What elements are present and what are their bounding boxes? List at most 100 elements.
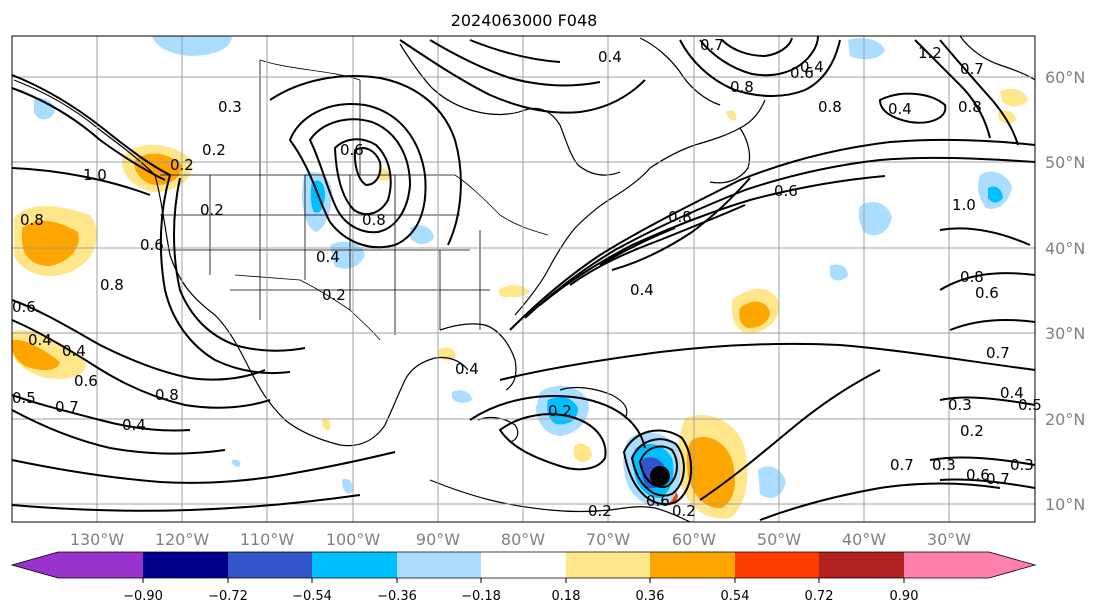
- contour-label: 0.2: [672, 502, 696, 520]
- contour-label: 0.6: [790, 64, 814, 82]
- contour-label: 0.7: [700, 36, 724, 54]
- contour-label: 0.6: [774, 182, 798, 200]
- longitude-axis: 130°W 120°W 110°W 100°W 90°W 80°W 70°W 6…: [70, 530, 971, 549]
- colorbar-tick-label: −0.72: [208, 589, 248, 604]
- positive-anomaly-patch: [574, 443, 592, 462]
- contour-label: 0.6: [12, 298, 36, 316]
- contour-label: 0.8: [155, 386, 179, 404]
- latitude-label: 50°N: [1045, 153, 1085, 172]
- longitude-label: 80°W: [501, 530, 545, 549]
- latitude-axis: 60°N 50°N 40°N 30°N 20°N 10°N: [1045, 68, 1085, 514]
- contour-label: 0.4: [455, 360, 479, 378]
- contour-label: 0.8: [818, 98, 842, 116]
- contour-label: 0.7: [960, 60, 984, 78]
- longitude-label: 90°W: [416, 530, 460, 549]
- longitude-label: 110°W: [240, 530, 295, 549]
- contour-label: 1.0: [83, 166, 107, 184]
- contour-label: 0.7: [890, 456, 914, 474]
- contour-label: 0.6: [74, 372, 98, 390]
- colorbar-segment: [904, 552, 1035, 578]
- colorbar-segment: [650, 552, 735, 578]
- contour-label: 0.8: [960, 268, 984, 286]
- contour-label: 1.2: [918, 44, 942, 62]
- longitude-label: 30°W: [927, 530, 971, 549]
- positive-anomaly-patch: [686, 436, 735, 509]
- negative-anomaly-patch: [988, 186, 1003, 203]
- negative-anomaly-patch: [452, 390, 472, 403]
- colorbar: −0.90 −0.72 −0.54 −0.36 −0.18 0.18 0.36 …: [10, 551, 1037, 604]
- negative-anomaly-patch: [410, 225, 434, 244]
- contour-label: 0.5: [1018, 396, 1042, 414]
- contour-label: 0.2: [588, 502, 612, 520]
- longitude-label: 60°W: [672, 530, 716, 549]
- anomaly-fill-layer: [12, 36, 1028, 519]
- negative-anomaly-patch: [232, 459, 241, 467]
- contour-label: 0.8: [668, 208, 692, 226]
- map-title: 2024063000 F048: [451, 11, 598, 30]
- colorbar-segment: [566, 552, 650, 578]
- latitude-label: 30°N: [1045, 324, 1085, 343]
- contour-label: 0.8: [362, 211, 386, 229]
- graticule: [12, 36, 1035, 522]
- contour-label: 0.2: [548, 402, 572, 420]
- coastline-layer: [13, 35, 1036, 523]
- colorbar-segment: [312, 552, 397, 578]
- contour-label: 0.2: [960, 422, 984, 440]
- positive-anomaly-patch: [498, 285, 530, 298]
- colorbar-outline: [10, 551, 1037, 579]
- contour-label: 0.7: [986, 470, 1010, 488]
- negative-anomaly-patch: [342, 478, 353, 494]
- longitude-label: 50°W: [757, 530, 801, 549]
- colorbar-segment: [397, 552, 481, 578]
- colorbar-segment: [228, 552, 312, 578]
- longitude-label: 100°W: [326, 530, 381, 549]
- contour-label: 0.6: [966, 466, 990, 484]
- colorbar-segment: [819, 552, 904, 578]
- contour-label: 0.8: [958, 98, 982, 116]
- latitude-label: 60°N: [1045, 68, 1085, 87]
- contour-label: 0.4: [122, 416, 146, 434]
- contour-label: 0.3: [948, 396, 972, 414]
- negative-anomaly-patch: [34, 98, 55, 120]
- colorbar-segment: [735, 552, 819, 578]
- longitude-label: 120°W: [155, 530, 210, 549]
- contour-label: 0.2: [322, 286, 346, 304]
- contour-label: 0.7: [55, 398, 79, 416]
- contour-label: 0.6: [340, 141, 364, 159]
- contour-label: 0.3: [218, 98, 242, 116]
- colorbar-ticks: [142, 578, 905, 583]
- negative-anomaly-patch: [830, 264, 848, 281]
- contour-label: 1.0: [952, 196, 976, 214]
- latitude-label: 10°N: [1045, 495, 1085, 514]
- positive-anomaly-patch: [22, 220, 79, 266]
- colorbar-tick-label: 0.18: [552, 589, 581, 604]
- longitude-label: 130°W: [70, 530, 125, 549]
- contour-label: 0.3: [932, 456, 956, 474]
- positive-anomaly-patch: [322, 418, 331, 431]
- positive-anomaly-patch: [726, 110, 737, 121]
- positive-anomaly-patch: [739, 301, 770, 328]
- longitude-label: 40°W: [842, 530, 886, 549]
- contour-label: 0.6: [975, 284, 999, 302]
- contour-label: 0.4: [888, 100, 912, 118]
- colorbar-segment: [143, 552, 228, 578]
- contour-label: 0.4: [28, 331, 52, 349]
- colorbar-tick-label: 0.54: [721, 589, 750, 604]
- contour-label: 0.3: [1010, 456, 1034, 474]
- contour-label: 0.4: [800, 58, 824, 76]
- colorbar-tick-label: −0.36: [377, 589, 417, 604]
- contour-label: 0.7: [986, 344, 1010, 362]
- contour-label: 0.2: [170, 156, 194, 174]
- contour-label: 0.2: [200, 201, 224, 219]
- map-frame: [11, 35, 1036, 523]
- negative-anomaly-patch: [848, 38, 885, 60]
- contour-label: 0.2: [202, 141, 226, 159]
- colorbar-segment: [12, 552, 143, 578]
- contour-label: 0.6: [140, 236, 164, 254]
- positive-anomaly-patch: [12, 339, 60, 371]
- contour-label: 0.8: [20, 211, 44, 229]
- positive-anomaly-patch: [1000, 88, 1028, 107]
- contour-label: 0.6: [646, 492, 670, 510]
- contour-line-layer: [11, 35, 1036, 521]
- colorbar-tick-label: −0.18: [461, 589, 501, 604]
